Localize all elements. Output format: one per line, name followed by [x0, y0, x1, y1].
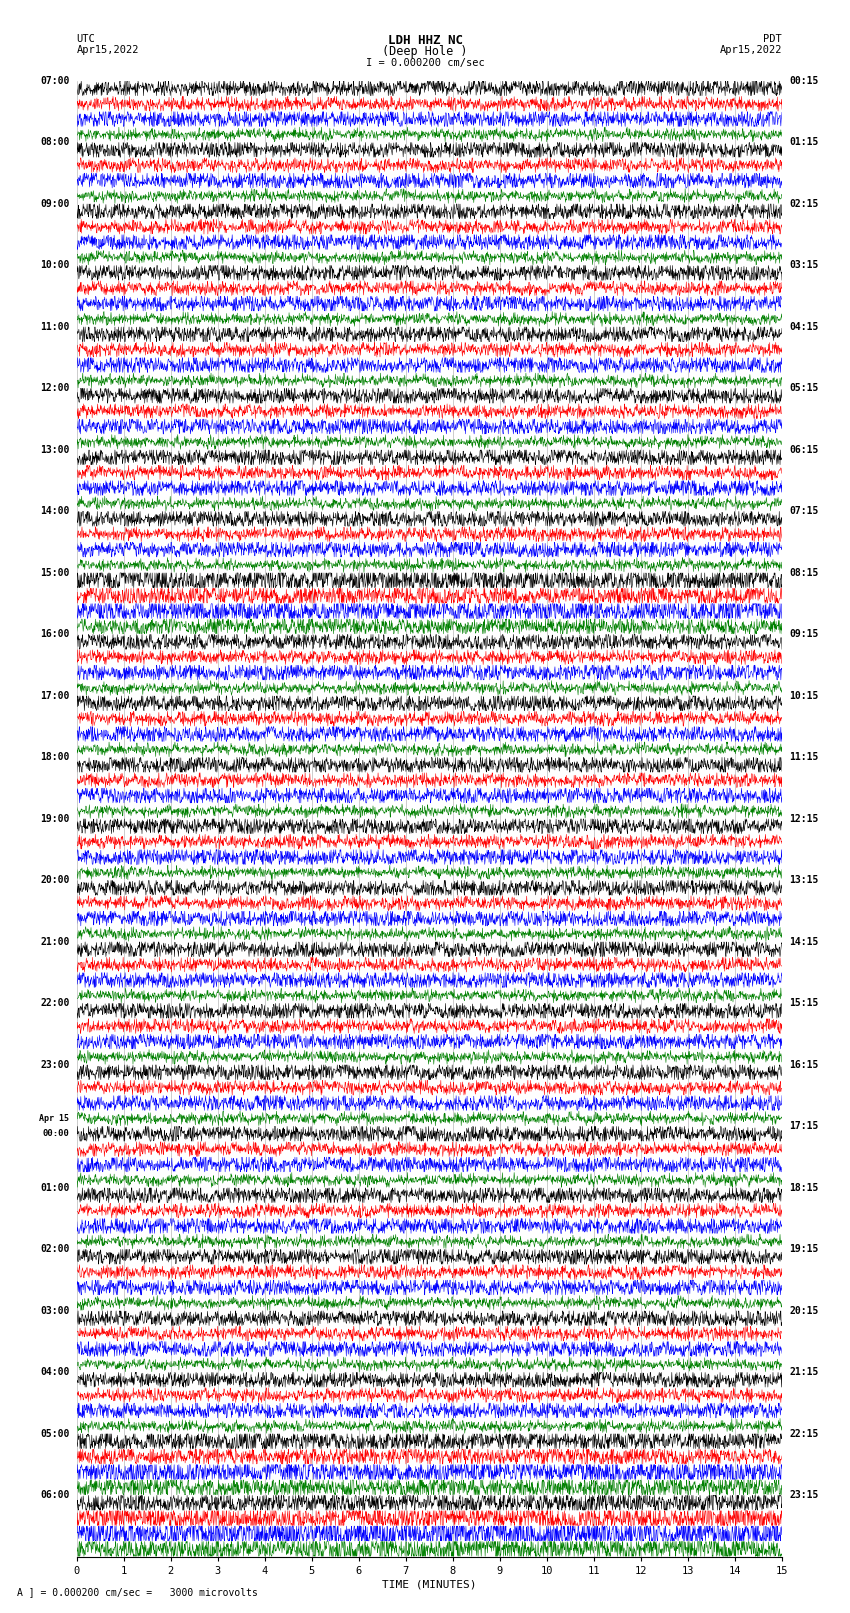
Text: 22:15: 22:15 [789, 1429, 819, 1439]
Text: 14:00: 14:00 [40, 506, 70, 516]
Text: 20:15: 20:15 [789, 1305, 819, 1316]
Text: 09:15: 09:15 [789, 629, 819, 639]
Text: 23:15: 23:15 [789, 1490, 819, 1500]
Text: 15:00: 15:00 [40, 568, 70, 577]
Text: 08:15: 08:15 [789, 568, 819, 577]
Text: 11:15: 11:15 [789, 752, 819, 761]
Text: 10:15: 10:15 [789, 690, 819, 700]
Text: 12:15: 12:15 [789, 813, 819, 824]
Text: (Deep Hole ): (Deep Hole ) [382, 45, 468, 58]
Text: 18:00: 18:00 [40, 752, 70, 761]
Text: I = 0.000200 cm/sec: I = 0.000200 cm/sec [366, 58, 484, 68]
Text: 16:00: 16:00 [40, 629, 70, 639]
X-axis label: TIME (MINUTES): TIME (MINUTES) [382, 1579, 477, 1590]
Text: 15:15: 15:15 [789, 998, 819, 1008]
Text: 01:00: 01:00 [40, 1182, 70, 1192]
Text: 05:00: 05:00 [40, 1429, 70, 1439]
Text: 13:15: 13:15 [789, 876, 819, 886]
Text: 09:00: 09:00 [40, 198, 70, 208]
Text: 06:00: 06:00 [40, 1490, 70, 1500]
Text: 04:00: 04:00 [40, 1368, 70, 1378]
Text: Apr15,2022: Apr15,2022 [719, 45, 782, 55]
Text: 11:00: 11:00 [40, 321, 70, 332]
Text: PDT: PDT [763, 34, 782, 44]
Text: 22:00: 22:00 [40, 998, 70, 1008]
Text: 02:15: 02:15 [789, 198, 819, 208]
Text: 04:15: 04:15 [789, 321, 819, 332]
Text: 21:15: 21:15 [789, 1368, 819, 1378]
Text: 19:00: 19:00 [40, 813, 70, 824]
Text: 00:15: 00:15 [789, 76, 819, 85]
Text: 17:15: 17:15 [789, 1121, 819, 1131]
Text: 00:00: 00:00 [42, 1129, 70, 1139]
Text: UTC: UTC [76, 34, 95, 44]
Text: 05:15: 05:15 [789, 384, 819, 394]
Text: 19:15: 19:15 [789, 1244, 819, 1253]
Text: 03:00: 03:00 [40, 1305, 70, 1316]
Text: A ] = 0.000200 cm/sec =   3000 microvolts: A ] = 0.000200 cm/sec = 3000 microvolts [17, 1587, 258, 1597]
Text: 23:00: 23:00 [40, 1060, 70, 1069]
Text: 07:00: 07:00 [40, 76, 70, 85]
Text: 06:15: 06:15 [789, 445, 819, 455]
Text: Apr15,2022: Apr15,2022 [76, 45, 139, 55]
Text: 07:15: 07:15 [789, 506, 819, 516]
Text: 21:00: 21:00 [40, 937, 70, 947]
Text: 13:00: 13:00 [40, 445, 70, 455]
Text: 20:00: 20:00 [40, 876, 70, 886]
Text: 02:00: 02:00 [40, 1244, 70, 1253]
Text: 01:15: 01:15 [789, 137, 819, 147]
Text: 03:15: 03:15 [789, 260, 819, 269]
Text: 17:00: 17:00 [40, 690, 70, 700]
Text: 10:00: 10:00 [40, 260, 70, 269]
Text: LDH HHZ NC: LDH HHZ NC [388, 34, 462, 47]
Text: 18:15: 18:15 [789, 1182, 819, 1192]
Text: 16:15: 16:15 [789, 1060, 819, 1069]
Text: Apr 15: Apr 15 [39, 1115, 70, 1123]
Text: 14:15: 14:15 [789, 937, 819, 947]
Text: 08:00: 08:00 [40, 137, 70, 147]
Text: 12:00: 12:00 [40, 384, 70, 394]
